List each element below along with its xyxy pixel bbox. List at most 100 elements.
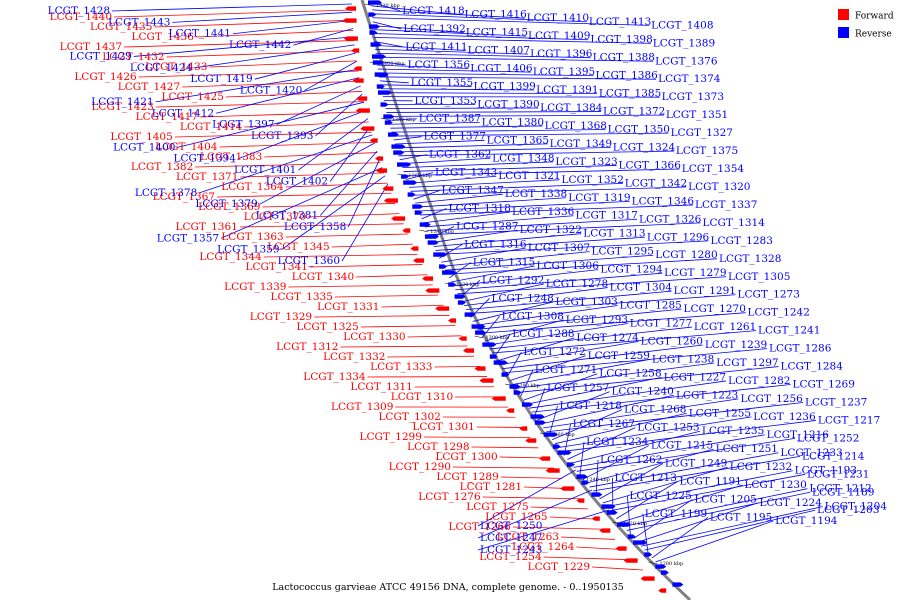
gene-label: LCGT_1406	[470, 62, 533, 74]
gene-label: LCGT_1407	[468, 45, 530, 57]
forward-gene-arrow	[342, 18, 357, 23]
gene-label: LCGT_1204	[825, 501, 888, 513]
gene-label: LCGT_1250	[480, 520, 542, 532]
reverse-gene-arrow	[482, 342, 497, 347]
connector-line	[254, 52, 356, 80]
connector-line	[372, 25, 464, 33]
connector-line	[380, 84, 472, 87]
connector-line	[240, 172, 385, 178]
gene-label: LCGT_1437	[60, 41, 122, 53]
gene-label: LCGT_1247	[480, 532, 542, 544]
connector-line	[627, 495, 631, 535]
forward-gene-arrow	[376, 168, 388, 173]
connector-line	[592, 455, 801, 492]
gene-label: LCGT_1427	[118, 81, 180, 93]
gene-label: LCGT_1419	[190, 73, 252, 85]
gene-label: LCGT_1408	[651, 19, 713, 31]
gene-label: LCGT_1337	[695, 199, 757, 211]
forward-gene-arrow	[479, 378, 494, 383]
connector-line	[182, 80, 360, 88]
connector-line	[334, 294, 439, 298]
gene-label: LCGT_1313	[583, 228, 645, 240]
connector-line	[595, 459, 599, 495]
reverse-gene-arrow	[534, 420, 546, 425]
connector-line	[410, 182, 623, 192]
gene-label: LCGT_1402	[266, 175, 328, 187]
gene-label: LCGT_1320	[688, 181, 750, 193]
connector-line	[399, 154, 428, 161]
gene-label: LCGT_1308	[502, 310, 564, 322]
reverse-gene-arrow	[489, 354, 498, 359]
gene-label: LCGT_1297	[716, 357, 778, 369]
connector-line	[377, 68, 531, 73]
gene-label: LCGT_1339	[224, 281, 286, 293]
legend-label-reverse: Reverse	[855, 30, 892, 40]
connector-line	[314, 315, 450, 318]
reverse-gene-arrow	[581, 480, 590, 485]
gene-label: LCGT_1278	[546, 278, 608, 290]
connector-line	[403, 165, 617, 172]
gene-label: LCGT_1304	[610, 282, 673, 294]
gene-label: LCGT_1294	[600, 264, 663, 276]
gene-label: LCGT_1218	[560, 400, 622, 412]
gene-label: LCGT_1440	[50, 11, 112, 23]
reverse-gene-arrow	[493, 360, 508, 365]
gene-label: LCGT_1359	[217, 244, 279, 256]
connector-line	[239, 223, 404, 228]
forward-gene-arrow	[356, 96, 368, 101]
forward-gene-arrow	[525, 438, 537, 443]
connector-line	[418, 200, 630, 212]
gene-label: LCGT_1307	[528, 242, 590, 254]
connector-line	[389, 121, 480, 125]
connector-line	[374, 44, 466, 51]
gene-label: LCGT_1310	[391, 391, 453, 403]
gene-label: LCGT_1241	[758, 325, 820, 337]
connector-line	[479, 312, 746, 334]
gene-label: LCGT_1399	[473, 80, 535, 92]
connector-line	[528, 380, 727, 409]
gene-label: LCGT_1336	[512, 206, 575, 218]
gene-label: LCGT_1238	[652, 353, 714, 365]
connector-line	[387, 355, 474, 358]
gene-label: LCGT_1395	[533, 66, 595, 78]
connector-line	[477, 489, 593, 539]
gene-label: LCGT_1279	[664, 267, 726, 279]
gene-label: LCGT_1411	[405, 41, 467, 53]
gene-label: LCGT_1213	[615, 472, 677, 484]
reverse-gene-arrow	[414, 210, 423, 215]
map-caption: Lactococcus garvieae ATCC 49156 DNA, com…	[272, 582, 624, 593]
forward-gene-arrow	[425, 288, 440, 293]
connector-line	[219, 141, 375, 148]
connector-line	[309, 264, 423, 268]
reverse-gene-arrow	[403, 180, 418, 185]
gene-label: LCGT_1255	[689, 407, 751, 419]
connector-line	[567, 427, 636, 460]
connector-line	[496, 337, 575, 362]
connector-line	[264, 152, 378, 158]
connector-line	[407, 175, 497, 184]
gene-label: LCGT_1394	[174, 153, 237, 165]
connector-line	[512, 526, 606, 530]
gene-label: LCGT_1311	[350, 381, 412, 393]
gene-label: LCGT_1429	[69, 50, 131, 62]
gene-label: LCGT_1362	[429, 149, 491, 161]
connector-line	[472, 301, 554, 322]
connector-line	[548, 405, 558, 436]
gene-label: LCGT_1398	[590, 34, 652, 46]
connector-line	[619, 484, 743, 523]
forward-gene-arrow	[560, 486, 575, 491]
gene-label: LCGT_1240	[611, 386, 673, 398]
chromosome-backbone	[360, 0, 692, 600]
connector-line	[484, 319, 564, 342]
reverse-gene-arrow	[501, 372, 510, 377]
gene-label: LCGT_1303	[555, 296, 617, 308]
connector-line	[447, 258, 718, 275]
connector-line	[347, 159, 380, 228]
reverse-gene-arrow	[377, 90, 392, 95]
gene-label: LCGT_1282	[728, 375, 790, 387]
legend: Forward Reverse	[838, 9, 894, 40]
connector-line	[382, 96, 660, 98]
connector-line	[407, 335, 462, 338]
connector-line	[394, 139, 485, 145]
gene-label: LCGT_1277	[630, 317, 692, 329]
